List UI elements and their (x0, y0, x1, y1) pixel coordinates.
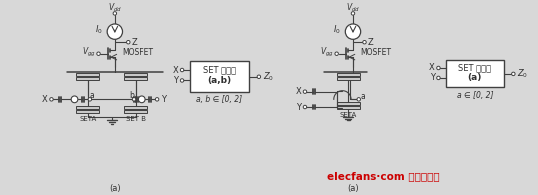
Bar (124, 77, 147, 80)
Circle shape (97, 52, 100, 55)
Text: Y: Y (430, 74, 435, 82)
Text: $Z_0$: $Z_0$ (517, 68, 528, 80)
Circle shape (257, 75, 260, 79)
Text: Y: Y (173, 76, 178, 85)
Text: (a,b): (a,b) (208, 76, 231, 85)
Text: X: X (295, 87, 301, 96)
Text: MOSFET: MOSFET (360, 48, 392, 57)
Text: Z: Z (131, 38, 137, 47)
Text: $Z_0$: $Z_0$ (263, 71, 274, 83)
Text: $V_{dd}$: $V_{dd}$ (346, 2, 360, 14)
Circle shape (363, 41, 366, 44)
Text: $V_{dd}$: $V_{dd}$ (108, 2, 122, 14)
Text: a: a (360, 92, 365, 101)
Text: X: X (42, 95, 48, 104)
Text: (a): (a) (109, 184, 121, 193)
Text: $I_0$: $I_0$ (95, 23, 102, 36)
Text: SET 并联门: SET 并联门 (203, 66, 236, 74)
Bar (446, 60, 504, 87)
Circle shape (107, 24, 123, 39)
Text: X: X (429, 64, 435, 73)
Bar (76, 73, 100, 76)
Text: SETA: SETA (79, 116, 97, 121)
Bar (190, 61, 249, 92)
Text: SET B: SET B (126, 116, 146, 121)
Bar (337, 73, 360, 76)
Bar (124, 110, 147, 113)
Circle shape (180, 79, 184, 82)
Bar (337, 106, 360, 109)
Bar (76, 110, 100, 113)
Circle shape (437, 66, 440, 70)
Circle shape (357, 98, 360, 101)
Text: Z: Z (367, 38, 373, 47)
Text: elecfans·com 电子发烧友: elecfans·com 电子发烧友 (328, 171, 440, 181)
Circle shape (351, 12, 355, 15)
Text: (a): (a) (468, 74, 482, 82)
Circle shape (345, 24, 360, 39)
Circle shape (138, 96, 145, 103)
Bar (337, 102, 360, 105)
Circle shape (437, 76, 440, 80)
Circle shape (303, 90, 307, 93)
Text: SET 求和门: SET 求和门 (458, 64, 492, 73)
Text: b: b (130, 91, 134, 100)
Circle shape (303, 105, 307, 109)
Text: X: X (173, 66, 178, 74)
Bar (76, 77, 100, 80)
Circle shape (155, 98, 159, 101)
Text: SETA: SETA (339, 112, 357, 118)
Circle shape (126, 41, 130, 44)
Text: a ∈ [0, 2]: a ∈ [0, 2] (457, 90, 493, 99)
Text: a, b ∈ [0, 2]: a, b ∈ [0, 2] (196, 95, 243, 104)
Circle shape (88, 98, 91, 101)
Text: $V_{gg}$: $V_{gg}$ (320, 46, 334, 59)
Text: Y: Y (296, 103, 301, 112)
Text: MOSFET: MOSFET (123, 48, 153, 57)
Circle shape (71, 96, 78, 103)
Circle shape (512, 72, 515, 76)
Text: Y: Y (161, 95, 166, 104)
Text: (a): (a) (347, 184, 359, 193)
Text: $V_{gg}$: $V_{gg}$ (82, 46, 96, 59)
Bar (337, 77, 360, 80)
Circle shape (180, 68, 184, 72)
Bar (124, 106, 147, 109)
Text: $I_0$: $I_0$ (332, 23, 341, 36)
Circle shape (49, 98, 53, 101)
Text: a: a (89, 91, 94, 100)
Circle shape (132, 98, 136, 101)
Circle shape (335, 52, 338, 55)
Bar (124, 73, 147, 76)
Bar (76, 106, 100, 109)
Circle shape (113, 12, 117, 15)
